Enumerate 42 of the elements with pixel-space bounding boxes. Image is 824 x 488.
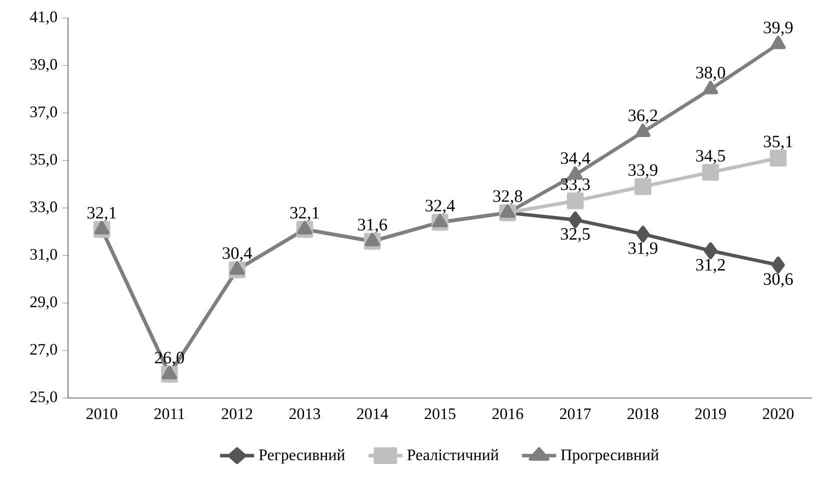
data-label: 32,4 — [426, 200, 455, 214]
x-tick-label: 2016 — [492, 408, 524, 420]
x-tick-label: 2012 — [222, 408, 252, 420]
data-label: 30,6 — [764, 273, 793, 288]
legend-label: Прогресивний — [561, 449, 659, 464]
data-label: 32,1 — [88, 206, 116, 222]
x-tick-label: 2018 — [628, 408, 658, 420]
x-tick-label: 2015 — [424, 408, 456, 420]
y-tick-label: 29,0 — [30, 296, 57, 310]
data-label: 32,8 — [493, 190, 522, 204]
y-tick-label: 35,0 — [30, 154, 57, 168]
y-tick-label: 39,0 — [30, 58, 57, 72]
data-label: 35,1 — [764, 136, 792, 150]
data-label: 32,5 — [560, 228, 590, 242]
x-tick-label: 2011 — [154, 408, 184, 420]
data-label: 34,4 — [560, 152, 590, 166]
x-tick-label: 2013 — [289, 408, 320, 420]
data-label: 36,2 — [628, 110, 658, 124]
data-label: 39,9 — [764, 22, 793, 36]
data-label: 38,0 — [696, 66, 726, 81]
y-tick-label: 37,0 — [30, 106, 57, 120]
x-tick-label: 2017 — [560, 408, 591, 420]
data-label: 34,5 — [696, 150, 726, 164]
y-tick-label: 41,0 — [30, 11, 57, 25]
legend-label: Регресивний — [258, 449, 345, 464]
data-label: 33,9 — [628, 164, 658, 178]
data-label: 30,4 — [222, 247, 252, 262]
x-tick-label: 2019 — [695, 408, 726, 420]
data-label: 31,9 — [628, 242, 658, 257]
data-label: 31,6 — [358, 218, 388, 233]
x-tick-label: 2014 — [357, 408, 388, 420]
x-tick-label: 2010 — [86, 408, 118, 420]
y-tick-label: 25,0 — [30, 391, 57, 405]
data-label: 26,0 — [155, 352, 184, 366]
legend-label: Реалістичний — [407, 449, 499, 460]
data-label: 31,2 — [696, 259, 725, 274]
x-tick-label: 2020 — [762, 408, 794, 420]
y-tick-label: 31,0 — [30, 248, 57, 262]
y-tick-label: 27,0 — [30, 344, 57, 358]
y-tick-label: 33,0 — [30, 201, 57, 215]
data-label: 33,3 — [560, 178, 590, 193]
data-label: 32,1 — [290, 206, 319, 222]
